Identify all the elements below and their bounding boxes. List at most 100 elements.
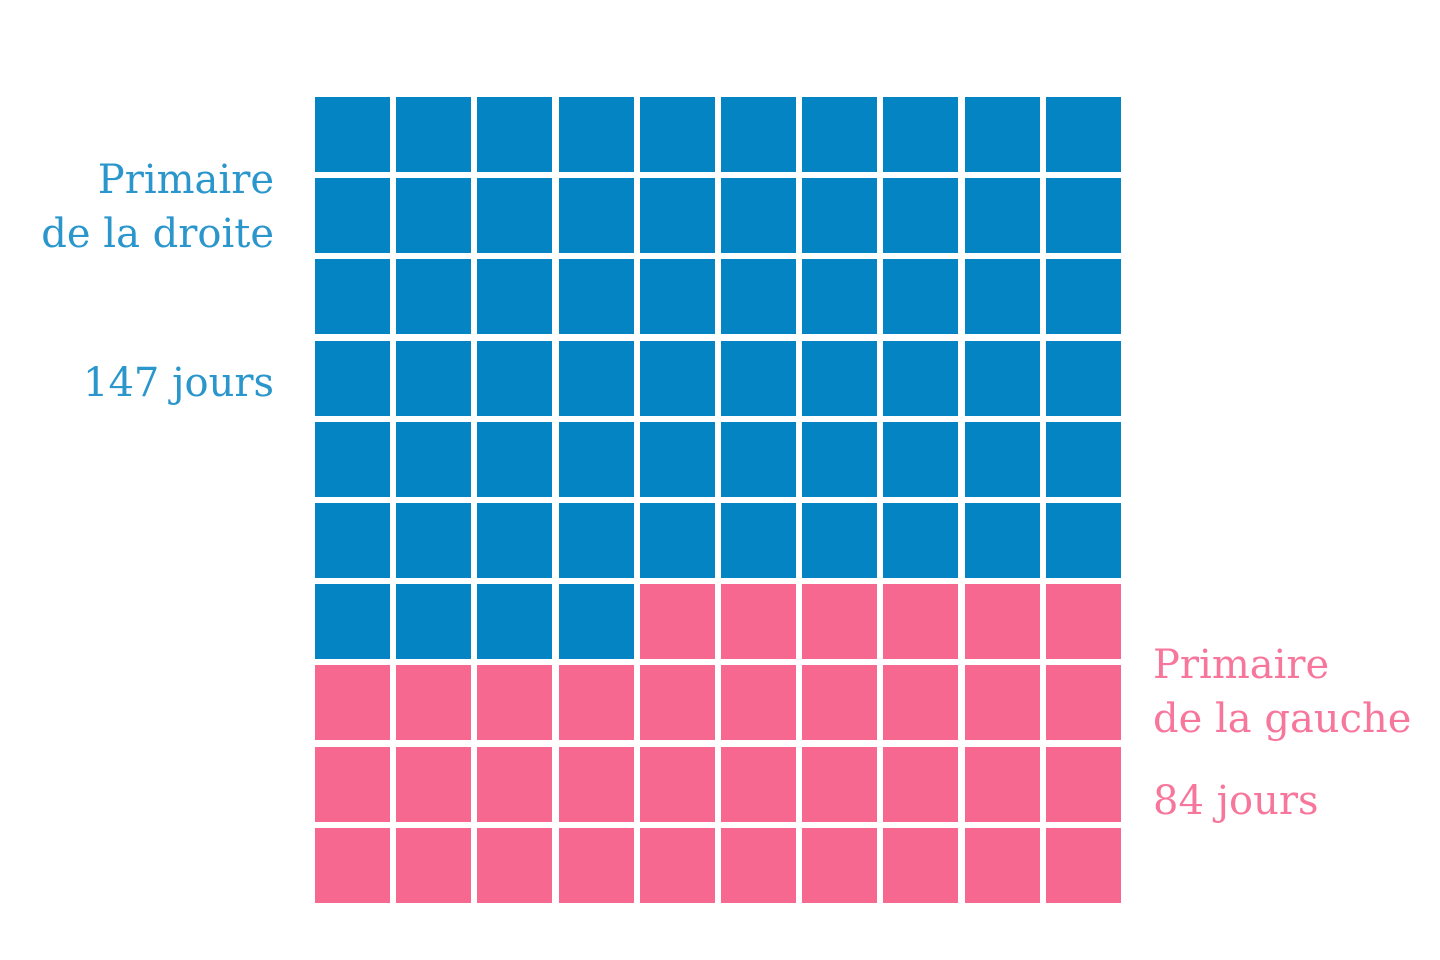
waffle-cell-droite <box>639 97 715 172</box>
waffle-cell-gauche <box>720 665 796 741</box>
label-gauche-line1: Primaire <box>1153 642 1330 688</box>
waffle-cell-droite <box>396 97 472 172</box>
waffle-cell-droite <box>883 340 959 416</box>
waffle-cell-droite <box>802 178 878 254</box>
waffle-cell-gauche <box>802 584 878 660</box>
waffle-cell-droite <box>802 421 878 497</box>
waffle-cell-droite <box>720 421 796 497</box>
waffle-cell-droite <box>1045 421 1121 497</box>
waffle-cell-droite <box>558 502 634 578</box>
waffle-cell-droite <box>396 259 472 335</box>
waffle-cell-gauche <box>883 584 959 660</box>
waffle-cell-gauche <box>1045 746 1121 822</box>
waffle-cell-droite <box>558 97 634 172</box>
waffle-cell-droite <box>558 259 634 335</box>
waffle-cell-gauche <box>639 827 715 903</box>
waffle-cell-droite <box>639 340 715 416</box>
waffle-cell-droite <box>720 340 796 416</box>
waffle-cell-droite <box>315 584 390 660</box>
waffle-cell-droite <box>1045 502 1121 578</box>
waffle-cell-droite <box>964 259 1040 335</box>
waffle-cell-gauche <box>964 665 1040 741</box>
waffle-cell-droite <box>964 421 1040 497</box>
waffle-cell-droite <box>720 502 796 578</box>
waffle-cell-droite <box>558 340 634 416</box>
waffle-cell-droite <box>396 421 472 497</box>
waffle-cell-gauche <box>802 746 878 822</box>
waffle-cell-gauche <box>964 746 1040 822</box>
waffle-cell-droite <box>1045 178 1121 254</box>
waffle-cell-droite <box>639 421 715 497</box>
waffle-cell-gauche <box>964 584 1040 660</box>
waffle-cell-droite <box>883 502 959 578</box>
waffle-cell-droite <box>964 178 1040 254</box>
waffle-cell-gauche <box>558 665 634 741</box>
waffle-cell-gauche <box>802 665 878 741</box>
waffle-cell-droite <box>802 340 878 416</box>
waffle-cell-gauche <box>396 827 472 903</box>
waffle-cell-droite <box>477 421 553 497</box>
waffle-cell-droite <box>720 97 796 172</box>
label-droite: Primaire de la droite <box>41 153 274 261</box>
value-droite: 147 jours <box>83 360 274 406</box>
waffle-cell-gauche <box>639 584 715 660</box>
waffle-cell-droite <box>802 97 878 172</box>
waffle-cell-gauche <box>396 746 472 822</box>
label-gauche: Primaire de la gauche <box>1153 638 1411 746</box>
waffle-cell-droite <box>315 502 390 578</box>
waffle-cell-gauche <box>720 827 796 903</box>
waffle-cell-droite <box>883 178 959 254</box>
waffle-cell-gauche <box>639 746 715 822</box>
waffle-cell-gauche <box>720 746 796 822</box>
waffle-cell-droite <box>964 340 1040 416</box>
waffle-cell-droite <box>315 97 390 172</box>
waffle-cell-droite <box>720 259 796 335</box>
waffle-cell-droite <box>477 259 553 335</box>
waffle-cell-droite <box>964 502 1040 578</box>
waffle-cell-droite <box>477 502 553 578</box>
waffle-cell-droite <box>315 178 390 254</box>
waffle-cell-droite <box>558 421 634 497</box>
waffle-cell-gauche <box>1045 665 1121 741</box>
waffle-cell-droite <box>639 178 715 254</box>
waffle-cell-gauche <box>639 665 715 741</box>
waffle-cell-gauche <box>315 827 390 903</box>
waffle-cell-gauche <box>315 746 390 822</box>
waffle-cell-gauche <box>1045 827 1121 903</box>
waffle-cell-droite <box>1045 97 1121 172</box>
waffle-cell-gauche <box>558 827 634 903</box>
waffle-cell-gauche <box>883 665 959 741</box>
waffle-cell-droite <box>558 178 634 254</box>
label-droite-line2: de la droite <box>41 211 274 257</box>
waffle-cell-droite <box>396 340 472 416</box>
waffle-cell-gauche <box>477 665 553 741</box>
waffle-cell-gauche <box>558 746 634 822</box>
waffle-cell-droite <box>883 259 959 335</box>
label-gauche-line2: de la gauche <box>1153 696 1412 742</box>
waffle-cell-droite <box>558 584 634 660</box>
waffle-cell-droite <box>315 340 390 416</box>
waffle-cell-droite <box>477 340 553 416</box>
waffle-cell-droite <box>883 421 959 497</box>
waffle-cell-gauche <box>477 827 553 903</box>
waffle-cell-droite <box>802 502 878 578</box>
waffle-cell-droite <box>964 97 1040 172</box>
waffle-cell-droite <box>315 259 390 335</box>
waffle-cell-droite <box>883 97 959 172</box>
waffle-cell-droite <box>477 97 553 172</box>
waffle-cell-gauche <box>883 827 959 903</box>
waffle-cell-droite <box>1045 259 1121 335</box>
waffle-cell-droite <box>802 259 878 335</box>
waffle-cell-droite <box>639 502 715 578</box>
waffle-cell-gauche <box>315 665 390 741</box>
waffle-cell-droite <box>477 178 553 254</box>
waffle-cell-gauche <box>964 827 1040 903</box>
label-droite-line1: Primaire <box>97 157 274 203</box>
waffle-cell-droite <box>315 421 390 497</box>
waffle-cell-gauche <box>477 746 553 822</box>
waffle-cell-gauche <box>802 827 878 903</box>
waffle-cell-droite <box>720 178 796 254</box>
value-gauche: 84 jours <box>1153 778 1319 824</box>
waffle-cell-droite <box>639 259 715 335</box>
waffle-cell-droite <box>1045 340 1121 416</box>
